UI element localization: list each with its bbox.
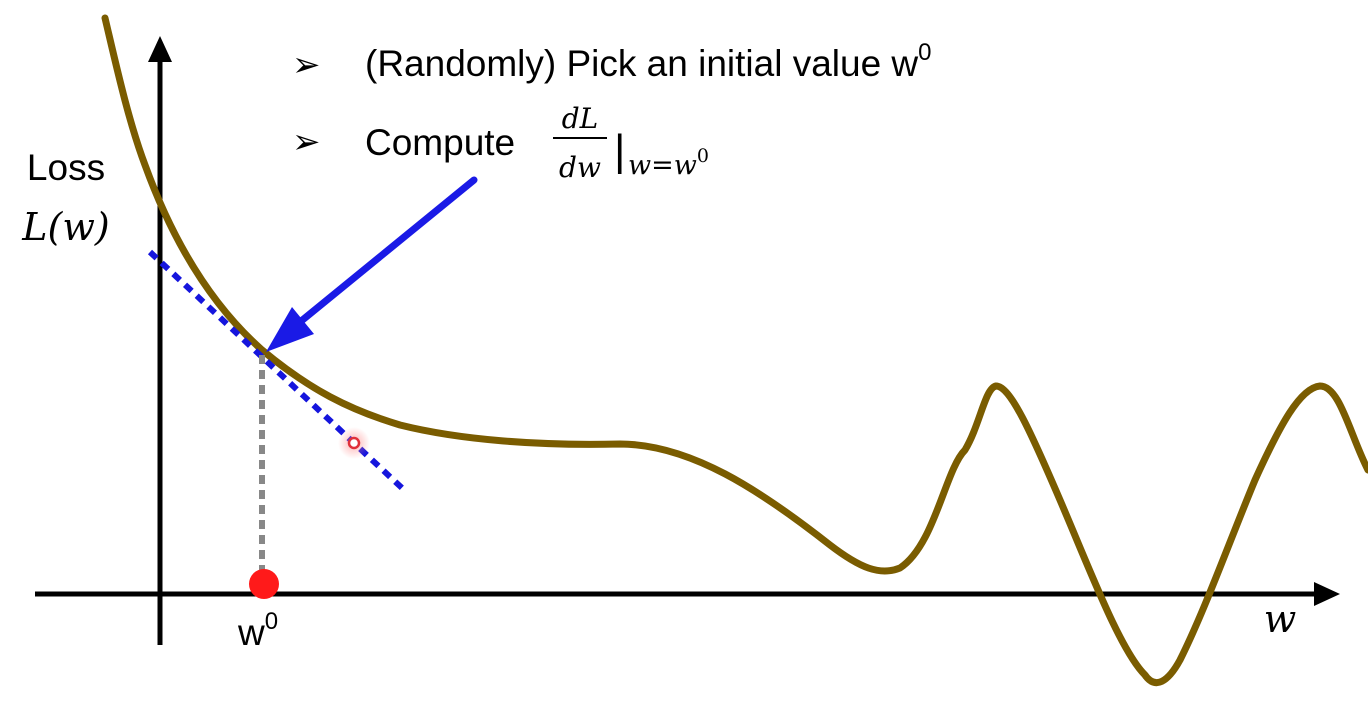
y-axis-arrowhead <box>148 36 172 62</box>
x-axis-arrowhead <box>1314 582 1340 606</box>
pointer-arrow-head <box>266 307 314 352</box>
y-axis-label-loss: Loss <box>27 147 105 188</box>
derivative-denominator: dw <box>559 151 601 184</box>
pointer-arrow-shaft <box>296 176 478 326</box>
w0-label: w0 <box>237 608 278 653</box>
bullet-2-text: Compute <box>365 122 515 163</box>
bullet-1-main: (Randomly) Pick an initial value w <box>365 43 918 84</box>
x-axis-label: w <box>1264 597 1297 641</box>
evaluation-bar: | <box>614 126 625 175</box>
cursor-dot[interactable] <box>347 436 361 450</box>
derivative-numerator: dL <box>562 102 599 135</box>
bullet-1-text: (Randomly) Pick an initial value w0 <box>365 39 932 84</box>
evaluation-subscript: w=w0 <box>628 145 709 181</box>
w0-point <box>249 569 279 599</box>
bullet-1-marker: ➢ <box>292 46 321 84</box>
bullet-1-sup: 0 <box>918 39 931 66</box>
y-axis-label-function: L(w) <box>21 205 109 249</box>
bullet-2-marker: ➢ <box>292 123 321 161</box>
loss-curve <box>101 14 1368 687</box>
